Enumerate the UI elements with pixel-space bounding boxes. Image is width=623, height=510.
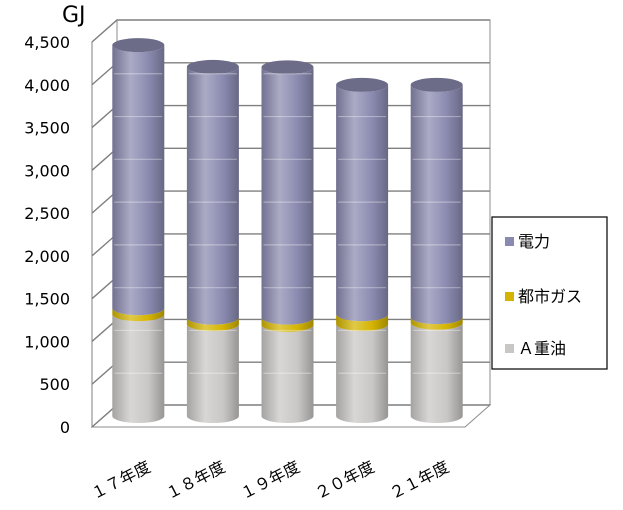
legend-label: Ａ重油 [518, 339, 566, 358]
bar-segment [336, 84, 389, 322]
bar-segment [261, 324, 314, 423]
bar-segment [261, 67, 314, 325]
x-category-label: １９年度 [237, 457, 303, 503]
bar-segment [186, 317, 239, 332]
y-tick-label: 1,500 [24, 290, 70, 309]
y-tick-label: 0 [60, 418, 70, 437]
y-tick-label: 1,000 [24, 332, 70, 351]
x-category-label: １７年度 [88, 457, 154, 503]
bar-top-cap [410, 77, 463, 92]
bar-segment [410, 317, 463, 330]
bar-segment [336, 324, 389, 423]
bar-segment [112, 314, 165, 423]
bar-segment [336, 314, 389, 332]
bar-segment [261, 317, 314, 332]
bar-segment [410, 322, 463, 423]
bar-top-cap [261, 60, 314, 75]
bar-top-cap [186, 59, 239, 74]
y-tick-label: 3,000 [24, 161, 70, 180]
legend-swatch [505, 237, 514, 246]
y-tick-label: 4,000 [24, 76, 70, 95]
y-tick-label: 3,500 [24, 119, 70, 138]
bar-segment [186, 66, 239, 325]
gridline [91, 19, 490, 43]
bar-top-cap [112, 38, 165, 53]
legend-swatch [505, 344, 514, 353]
bar-segment [112, 308, 165, 322]
legend-swatch [505, 292, 514, 301]
bar-top-cap [336, 77, 389, 92]
y-tick-label: 500 [39, 375, 70, 394]
x-category-label: ２１年度 [386, 457, 452, 503]
bar-segment [112, 45, 165, 316]
y-tick-label: 4,500 [24, 33, 70, 52]
x-category-label: １８年度 [163, 457, 229, 503]
y-tick-label: 2,000 [24, 247, 70, 266]
bar-segment [186, 324, 239, 423]
bar-segment [410, 84, 463, 325]
legend-label: 電力 [518, 232, 550, 251]
y-tick-label: 2,500 [24, 204, 70, 223]
legend-label: 都市ガス [518, 287, 582, 306]
y-axis-unit: GJ [62, 3, 86, 28]
x-category-label: ２０年度 [312, 457, 378, 503]
